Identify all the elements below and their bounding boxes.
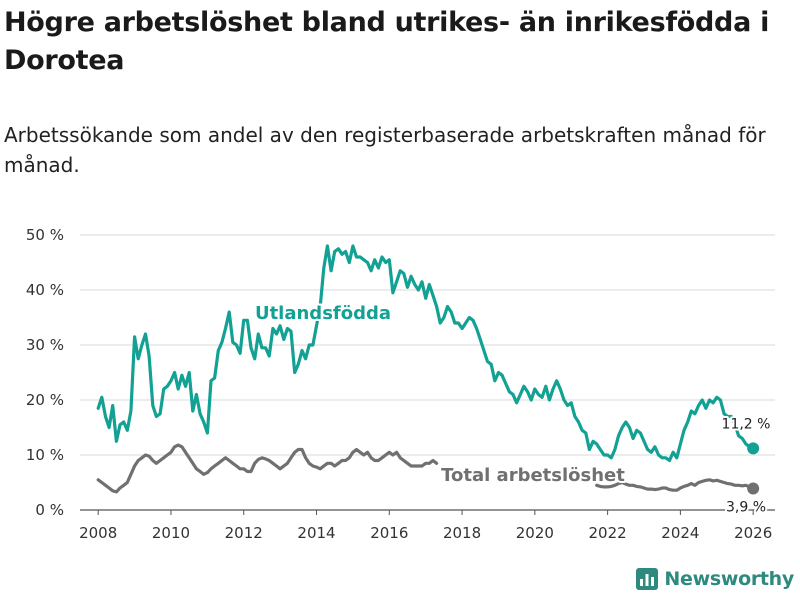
y-tick-label: 40 %	[26, 281, 64, 299]
end-label-total: 3,9 %	[726, 500, 766, 516]
x-tick-label: 2012	[225, 524, 263, 542]
brand-logo[interactable]: Newsworthy	[636, 566, 794, 592]
series-line-total	[96, 443, 755, 494]
series-label-utlandsfodda: Utlandsfödda	[255, 303, 391, 324]
end-point-utlandsfodda	[747, 442, 760, 455]
x-tick-label: 2016	[370, 524, 408, 542]
chart-title: Högre arbetslöshet bland utrikes- än inr…	[4, 7, 770, 76]
bar-chart-icon	[636, 568, 659, 590]
y-tick-label: 10 %	[26, 446, 64, 464]
y-tick-label: 50 %	[26, 226, 64, 244]
brand-name: Newsworthy	[664, 568, 794, 590]
end-label-utlandsfodda: 11,2 %	[722, 416, 771, 432]
x-tick-label: 2008	[79, 524, 117, 542]
y-tick-label: 30 %	[26, 336, 64, 354]
x-tick-label: 2026	[734, 524, 772, 542]
x-tick-label: 2010	[152, 524, 190, 542]
end-point-total	[747, 482, 760, 495]
x-tick-label: 2014	[297, 524, 335, 542]
x-tick-label: 2024	[661, 524, 699, 542]
x-tick-label: 2018	[443, 524, 481, 542]
x-tick-label: 2020	[516, 524, 554, 542]
series-line-utlandsfodda	[96, 244, 755, 463]
series-label-total: Total arbetslöshet	[441, 465, 625, 486]
x-tick-label: 2022	[589, 524, 627, 542]
y-tick-label: 0 %	[35, 501, 64, 519]
y-tick-label: 20 %	[26, 391, 64, 409]
chart-subtitle: Arbetssökande som andel av den registerb…	[4, 123, 766, 177]
